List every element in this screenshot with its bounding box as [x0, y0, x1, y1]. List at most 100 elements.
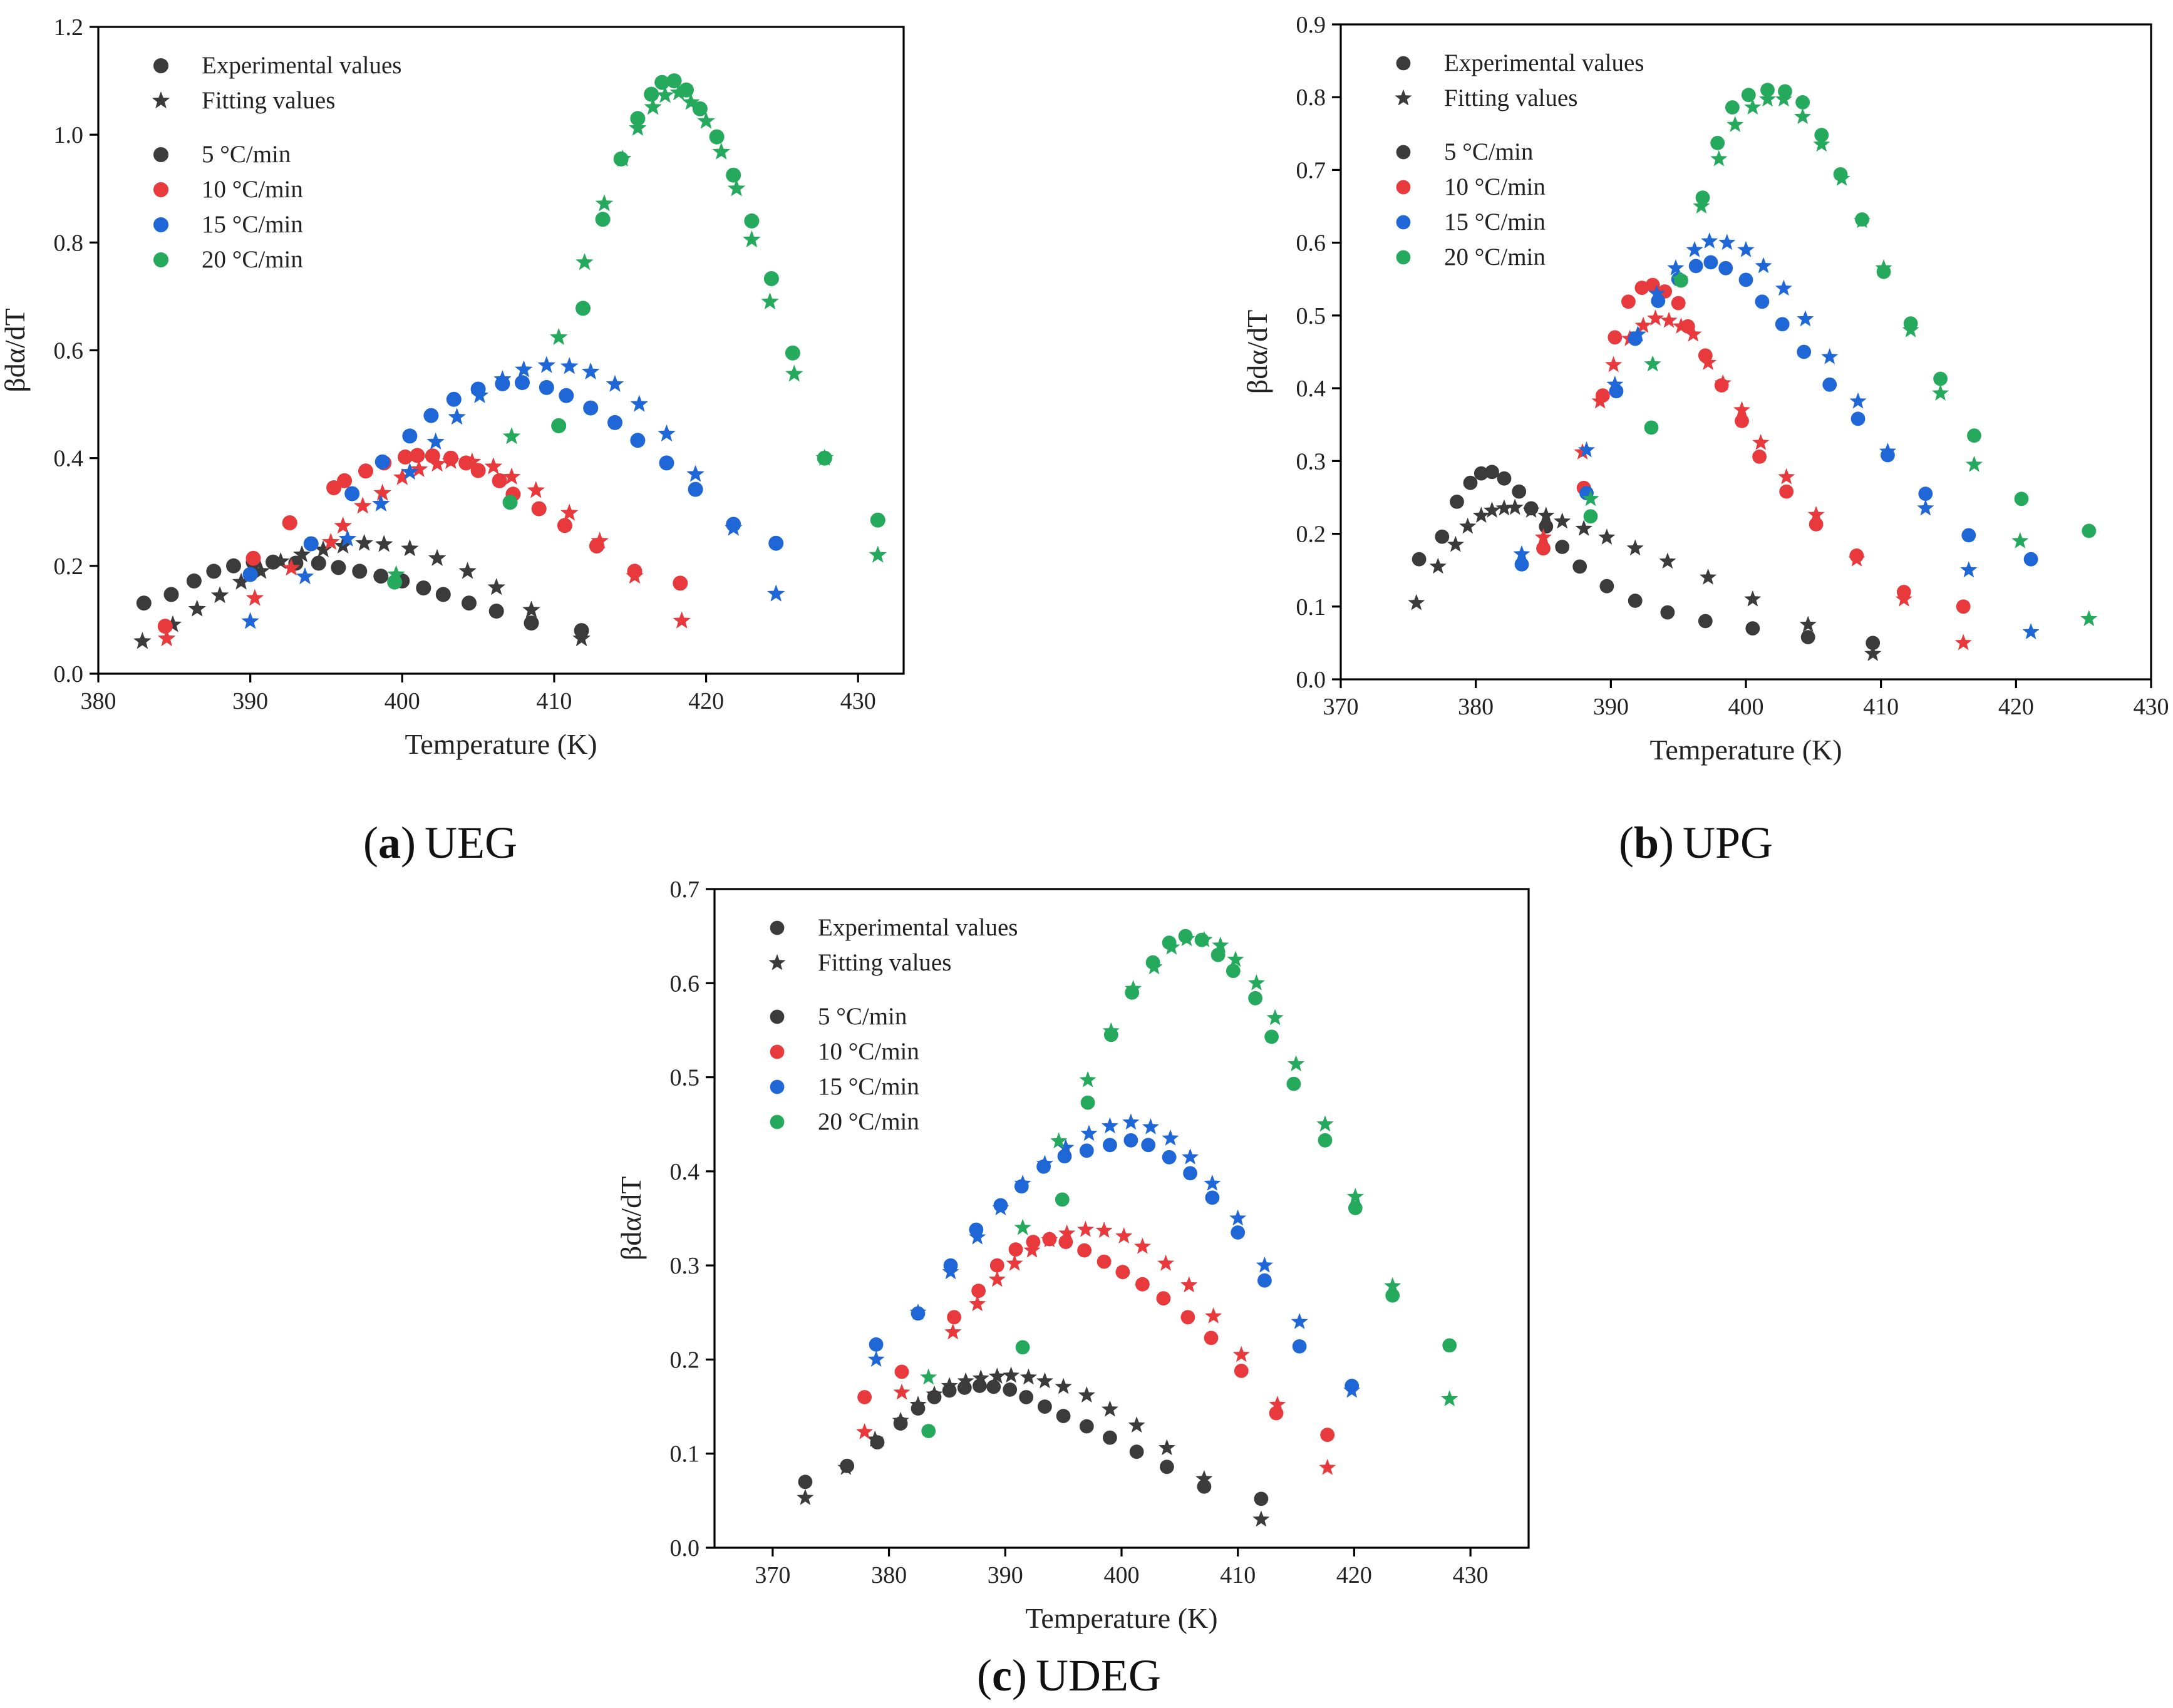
- panel-c-udeg: 370 380 390 400 410 420 430 0.0 0.1 0.2 0.3 0.4 0.5 0…: [615, 877, 1530, 1634]
- legend-series-5-label: 5 °C/min: [818, 1003, 907, 1030]
- fit-point-10-5: [1006, 1254, 1023, 1271]
- y-axis-title: βdα/dT: [1241, 310, 1273, 394]
- legend-b: Experimental values Fitting values 5 °C/mi…: [1395, 49, 1644, 270]
- fit-point-15-6: [1686, 241, 1703, 257]
- exp-point-10-13: [1156, 1291, 1171, 1306]
- exp-point-20-2: [1055, 1192, 1070, 1207]
- exp-point-10-14: [1779, 484, 1794, 499]
- fit-point-10-4: [988, 1270, 1006, 1287]
- y-tick-label: 0.0: [670, 1535, 700, 1561]
- exp-point-15-10: [1755, 294, 1770, 309]
- fit-point-10-8: [1672, 317, 1690, 334]
- fit-point-20-0: [387, 565, 405, 582]
- exp-point-5-17: [524, 615, 539, 631]
- exp-point-15-3: [969, 1222, 984, 1237]
- fit-point-20-6: [629, 118, 647, 136]
- y-tick-label: 1.0: [54, 122, 84, 148]
- fit-point-5-16: [522, 600, 540, 618]
- exp-point-15-1: [303, 536, 319, 552]
- fit-point-5-10: [1003, 1366, 1020, 1383]
- exp-point-5-10: [1555, 540, 1570, 554]
- exp-point-15-12: [1797, 344, 1812, 359]
- fit-point-20-15: [1932, 384, 1949, 401]
- exp-point-5-3: [1463, 475, 1478, 490]
- fit-point-15-9: [515, 360, 533, 378]
- y-tick-label: 0.8: [54, 230, 84, 256]
- fit-point-15-9: [1737, 241, 1755, 257]
- fit-point-10-12: [1733, 401, 1751, 418]
- legend-series-5-label: 5 °C/min: [202, 141, 291, 168]
- exp-point-15-8: [1079, 1143, 1094, 1158]
- x-tick-label: 390: [988, 1562, 1023, 1588]
- fit-point-10-2: [282, 558, 301, 576]
- legend-fitting-marker: [152, 91, 170, 109]
- exp-point-15-6: [446, 391, 462, 407]
- exp-point-10-14: [1180, 1310, 1195, 1325]
- legend-series-20-marker: [770, 1114, 785, 1129]
- fit-point-15-16: [1256, 1256, 1273, 1273]
- fit-point-15-2: [1606, 376, 1624, 392]
- fit-point-15-4: [992, 1199, 1009, 1215]
- fit-point-20-6: [1744, 98, 1762, 115]
- fit-point-5-3: [1459, 517, 1477, 534]
- exp-point-5-2: [186, 573, 202, 589]
- fit-point-5-9: [1537, 507, 1555, 523]
- legend-series-15-marker: [1396, 215, 1411, 230]
- exp-point-15-7: [1703, 255, 1718, 270]
- fit-point-10-15: [560, 503, 579, 521]
- exp-point-10-10: [1097, 1254, 1112, 1269]
- legend-experimental-marker: [1396, 56, 1411, 71]
- fit-point-20-3: [1693, 197, 1710, 214]
- fit-point-15-10: [1755, 257, 1772, 274]
- fit-point-5-6: [1495, 499, 1513, 516]
- fit-point-15-13: [1821, 347, 1839, 364]
- fit-point-20-18: [1441, 1390, 1458, 1407]
- fit-point-20-2: [1050, 1132, 1068, 1149]
- exp-point-5-11: [373, 568, 389, 584]
- fit-point-20-5: [1727, 116, 1744, 132]
- fit-point-20-3: [576, 253, 594, 270]
- caption-c: (c) UDEG: [977, 1650, 1161, 1700]
- fit-point-10-16: [591, 532, 609, 549]
- fit-point-15-18: [2022, 623, 2040, 639]
- fit-point-15-12: [581, 362, 600, 380]
- fit-point-10-1: [893, 1383, 911, 1400]
- exp-point-20-7: [1760, 83, 1775, 98]
- exp-point-15-4: [402, 428, 418, 444]
- exp-point-5-9: [986, 1379, 1001, 1394]
- fit-point-15-14: [1849, 392, 1867, 409]
- x-tick-label: 420: [1336, 1562, 1372, 1588]
- fit-point-10-7: [1660, 311, 1678, 328]
- fit-point-5-12: [401, 539, 419, 557]
- fit-point-5-2: [188, 599, 206, 617]
- exp-point-5-15: [1698, 614, 1713, 629]
- fit-point-20-12: [1247, 974, 1265, 990]
- fit-point-15-12: [1797, 310, 1814, 327]
- fit-point-15-0: [867, 1350, 885, 1367]
- fit-point-20-11: [1833, 170, 1850, 186]
- exp-point-20-16: [785, 345, 800, 361]
- x-tick-label: 400: [385, 688, 420, 714]
- y-tick-label: 0.3: [670, 1253, 700, 1279]
- fit-point-10-5: [353, 496, 372, 514]
- y-tick-label: 0.0: [1296, 667, 1326, 693]
- fit-point-5-11: [1575, 520, 1592, 536]
- exp-point-15-14: [1205, 1190, 1220, 1205]
- fit-point-15-2: [942, 1263, 959, 1280]
- y-tick-label: 0.5: [670, 1065, 700, 1091]
- fit-point-5-13: [1626, 539, 1644, 556]
- exp-point-15-9: [1738, 272, 1753, 287]
- y-tick-label: 0.9: [1296, 12, 1326, 38]
- legend-series-5-marker: [1396, 145, 1411, 160]
- fit-point-10-9: [428, 455, 446, 472]
- exp-point-10-18: [1956, 599, 1971, 614]
- fit-point-10-12: [484, 457, 503, 475]
- exp-point-15-16: [1257, 1273, 1272, 1288]
- x-tick-label: 430: [840, 688, 876, 714]
- exp-point-10-12: [1735, 414, 1749, 428]
- fit-point-15-0: [241, 612, 259, 629]
- exp-point-10-15: [1809, 517, 1824, 532]
- fit-point-5-17: [572, 629, 591, 647]
- exp-point-5-8: [311, 555, 326, 571]
- exp-point-10-12: [1135, 1277, 1150, 1292]
